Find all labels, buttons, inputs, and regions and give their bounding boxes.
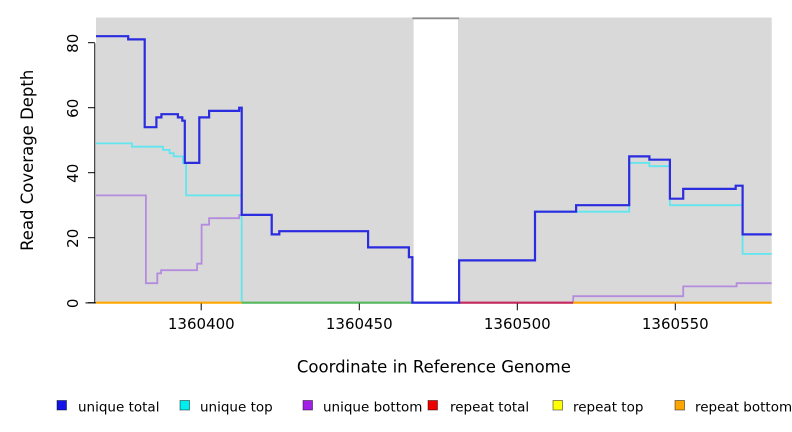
series-line-unique-top bbox=[96, 142, 772, 304]
series-lines bbox=[96, 35, 772, 304]
y-tick-label-60: 60 bbox=[64, 99, 82, 118]
legend-swatch-repeat-total bbox=[427, 400, 438, 411]
x-axis-ticks bbox=[200, 303, 676, 311]
x-tick-label-1360400: 1360400 bbox=[168, 315, 235, 333]
series-line-unique-total bbox=[96, 35, 772, 304]
x-axis-title: Coordinate in Reference Genome bbox=[297, 358, 571, 377]
legend-swatch-repeat-bottom bbox=[674, 400, 685, 411]
legend-label-repeat-top: repeat top bbox=[573, 400, 643, 416]
y-tick-label-40: 40 bbox=[64, 164, 82, 183]
y-axis-title: Read Coverage Depth bbox=[18, 70, 37, 251]
legend-swatch-repeat-top bbox=[552, 400, 563, 411]
x-tick-label-1360550: 1360550 bbox=[642, 315, 709, 333]
legend-label-repeat-bottom: repeat bottom bbox=[695, 400, 792, 416]
x-tick-label-1360500: 1360500 bbox=[484, 315, 551, 333]
legend-swatch-unique-top bbox=[179, 400, 190, 411]
y-tick-label-20: 20 bbox=[64, 229, 82, 248]
x-tick-label-1360450: 1360450 bbox=[326, 315, 393, 333]
legend-label-unique-bottom: unique bottom bbox=[323, 400, 422, 416]
legend-swatch-unique-bottom bbox=[302, 400, 313, 411]
y-axis-ticks bbox=[88, 42, 95, 304]
legend-label-unique-top: unique top bbox=[200, 400, 273, 416]
legend-swatch-unique-total bbox=[56, 400, 67, 411]
legend-label-unique-total: unique total bbox=[78, 400, 159, 416]
y-tick-label-0: 0 bbox=[64, 299, 82, 309]
no-data-gap bbox=[412, 17, 460, 302]
legend-label-repeat-total: repeat total bbox=[450, 400, 529, 416]
x-axis: 1360400 1360450 1360500 1360550 Coordina… bbox=[85, 302, 709, 377]
y-tick-label-80: 80 bbox=[64, 34, 82, 53]
legend: unique total unique top unique bottom re… bbox=[56, 400, 792, 416]
y-axis: 0 20 40 60 80 Read Coverage Depth bbox=[18, 34, 96, 309]
gap-white-band bbox=[413, 17, 458, 302]
